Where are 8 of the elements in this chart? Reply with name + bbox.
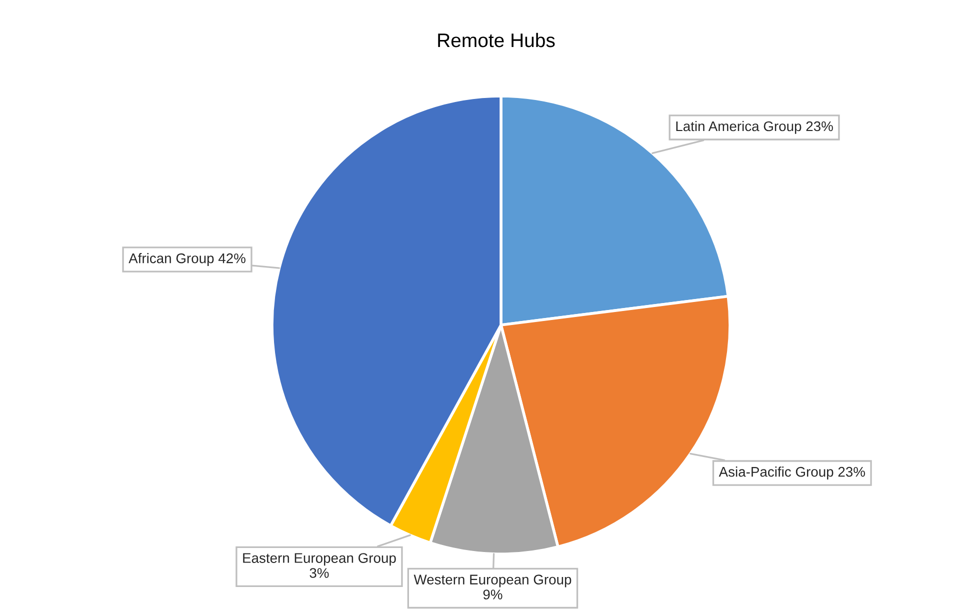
data-label: 3% xyxy=(310,568,329,578)
slice-label: Asia-Pacific Group 23% xyxy=(718,466,865,480)
slice-label: African Group 42% xyxy=(128,253,246,266)
slice-label: Western European Group xyxy=(414,574,572,588)
data-label: 9% xyxy=(483,590,502,600)
chart-title: Remote Hubs xyxy=(438,32,555,48)
slice-label: Eastern European Group xyxy=(243,553,396,566)
slice-label: Latin America Group 23% xyxy=(676,120,833,134)
